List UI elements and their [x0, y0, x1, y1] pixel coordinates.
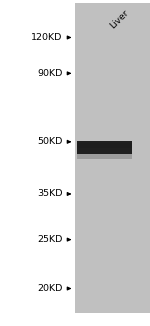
Text: 20KD: 20KD: [37, 284, 62, 293]
Bar: [77, 143, 132, 148]
Text: 50KD: 50KD: [37, 137, 62, 146]
Text: 35KD: 35KD: [37, 189, 62, 199]
Text: 90KD: 90KD: [37, 69, 62, 78]
Text: 120KD: 120KD: [31, 33, 62, 42]
Bar: [75, 3, 150, 313]
Text: 25KD: 25KD: [37, 235, 62, 244]
Text: Liver: Liver: [108, 8, 130, 30]
Bar: [77, 141, 132, 154]
Bar: [77, 155, 132, 159]
